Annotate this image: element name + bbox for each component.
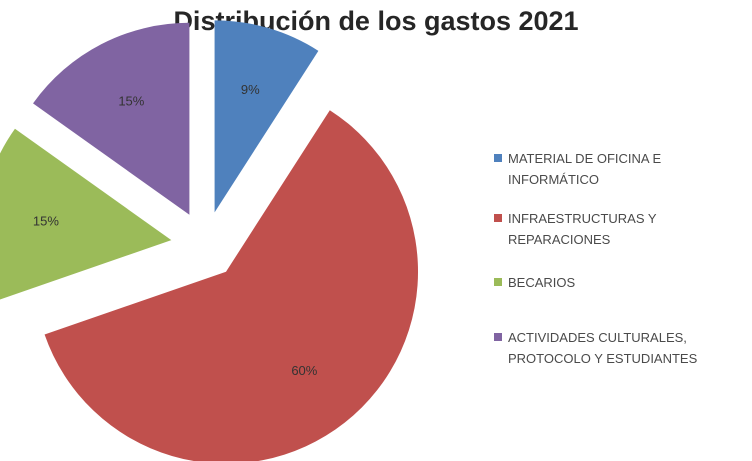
pie-slice-actividades [33, 22, 190, 215]
legend-item-becarios: BECARIOS [494, 272, 744, 293]
legend-swatch-actividades [494, 333, 502, 341]
pie-slice-becarios [0, 128, 172, 300]
legend-label-material: MATERIAL DE OFICINA E INFORMÁTICO [508, 151, 662, 187]
legend-swatch-becarios [494, 278, 502, 286]
chart-legend: MATERIAL DE OFICINA E INFORMÁTICO INFRAE… [494, 148, 744, 369]
legend-item-actividades: ACTIVIDADES CULTURALES, PROTOCOLO Y ESTU… [494, 327, 744, 369]
pie-slice-material [214, 20, 319, 213]
legend-item-infraestructuras: INFRAESTRUCTURAS Y REPARACIONES [494, 208, 744, 250]
pie-chart: 9% 60% 15% 15% [0, 20, 419, 461]
pie-slice-infraestructuras [44, 110, 419, 461]
data-label-actividades: 15% [118, 94, 144, 109]
legend-swatch-material [494, 154, 502, 162]
legend-item-material: MATERIAL DE OFICINA E INFORMÁTICO [494, 148, 744, 190]
legend-label-actividades: ACTIVIDADES CULTURALES, PROTOCOLO Y ESTU… [508, 330, 698, 366]
data-label-infraestructuras: 60% [291, 363, 317, 378]
legend-label-infraestructuras: INFRAESTRUCTURAS Y REPARACIONES [508, 211, 657, 247]
legend-label-becarios: BECARIOS [508, 275, 576, 290]
data-label-becarios: 15% [33, 214, 59, 229]
data-label-material: 9% [241, 82, 260, 97]
legend-swatch-infraestructuras [494, 214, 502, 222]
